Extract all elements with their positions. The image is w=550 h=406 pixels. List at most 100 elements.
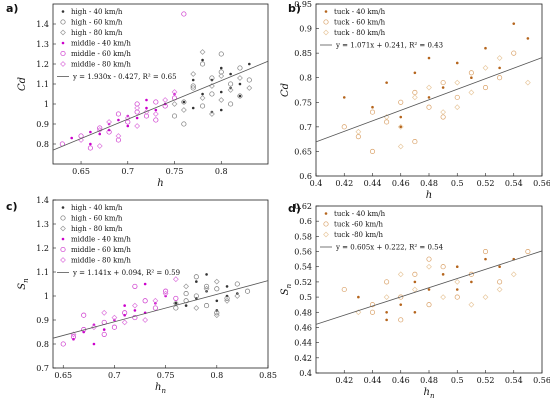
data-point xyxy=(426,256,432,262)
y-tick-label: 1 xyxy=(44,100,49,109)
y-tick-label: 0.56 xyxy=(294,248,312,257)
data-point xyxy=(398,99,404,105)
data-point xyxy=(411,94,418,101)
x-tick-label: 0.85 xyxy=(259,371,277,380)
x-tick-label: 0.48 xyxy=(420,179,438,188)
y-tick-label: 1.3 xyxy=(36,40,49,49)
data-point xyxy=(440,114,446,120)
data-point xyxy=(172,276,179,283)
legend-entry: tuck - 40 km/h xyxy=(334,8,386,16)
data-point xyxy=(455,265,459,269)
y-axis-label: Sn xyxy=(280,283,293,295)
data-point xyxy=(195,280,198,283)
data-point xyxy=(190,85,196,91)
panel-label: b) xyxy=(288,2,301,15)
legend-marker xyxy=(61,237,65,241)
data-point xyxy=(224,297,230,304)
data-point xyxy=(115,137,121,143)
data-point xyxy=(413,310,417,314)
data-point xyxy=(225,285,229,288)
data-point xyxy=(60,341,66,347)
data-point xyxy=(209,111,215,117)
legend-entry: high - 60 km/h xyxy=(71,215,123,223)
y-tick-label: 0.42 xyxy=(294,354,312,363)
legend-marker xyxy=(324,212,328,215)
data-point xyxy=(237,93,243,99)
data-point xyxy=(512,22,516,25)
data-point xyxy=(454,294,460,300)
data-point xyxy=(229,72,232,76)
data-point xyxy=(124,115,131,121)
data-point xyxy=(132,283,138,289)
x-tick-label: 0.4 xyxy=(310,179,323,188)
data-point xyxy=(234,293,241,299)
legend-marker xyxy=(61,10,65,13)
data-point xyxy=(154,108,158,112)
data-point xyxy=(496,55,503,61)
y-tick-label: 1.4 xyxy=(36,20,49,29)
x-tick-label: 0.8 xyxy=(215,167,228,176)
data-point xyxy=(426,84,432,91)
data-point xyxy=(369,302,376,308)
x-tick-label: 0.75 xyxy=(157,371,175,380)
y-tick-label: 0.65 xyxy=(294,147,312,156)
x-tick-label: 0.56 xyxy=(533,376,550,385)
panel-c: c) 0.65 0.7 0.75 0.8 0.85 0.7 0.8 0.9 1 1.1 1.2 1.3 1… xyxy=(6,196,277,395)
x-tick-label: 0.52 xyxy=(477,376,495,385)
y-tick-label: 1.3 xyxy=(36,220,49,229)
plot-frame xyxy=(52,199,269,369)
data-point xyxy=(234,281,240,287)
data-point xyxy=(115,111,121,117)
x-tick-label: 0.46 xyxy=(392,179,410,188)
data-point xyxy=(218,97,225,103)
data-point xyxy=(244,288,251,294)
fit-line xyxy=(52,60,269,151)
panel-d: d) 0.42 0.44 0.46 0.48 0.5 0.52 0.54 0.56 0.4 0.42… xyxy=(280,202,550,400)
data-point xyxy=(190,71,197,77)
data-point xyxy=(238,94,242,98)
data-point xyxy=(355,134,361,140)
fit-equation: y = 0.605x + 0.222, R² = 0.54 xyxy=(335,244,444,252)
data-point xyxy=(427,96,431,99)
data-point xyxy=(246,77,252,83)
x-tick-label: 0.44 xyxy=(364,376,382,385)
data-point xyxy=(237,65,243,71)
data-point xyxy=(153,117,159,123)
legend-marker xyxy=(323,19,329,25)
x-axis-label: h xyxy=(426,190,432,201)
data-point xyxy=(180,107,187,113)
legend-entry: tuck - 60 km/h xyxy=(334,19,386,27)
data-point xyxy=(200,61,206,67)
x-tick-label: 0.5 xyxy=(451,376,464,385)
y-tick-label: 0.8 xyxy=(299,74,312,83)
data-point xyxy=(98,132,102,136)
data-point xyxy=(341,124,347,130)
data-point xyxy=(134,101,140,107)
data-point xyxy=(215,299,219,303)
legend-entry: tuck - 80 km/h xyxy=(334,29,386,37)
legend-marker xyxy=(323,29,329,36)
panel-label: d) xyxy=(288,202,301,215)
data-point xyxy=(454,79,461,86)
fit-line xyxy=(315,250,543,325)
data-point xyxy=(218,69,224,75)
data-point xyxy=(122,310,128,316)
data-point xyxy=(214,286,220,292)
data-point xyxy=(413,280,417,284)
y-tick-label: 0.62 xyxy=(294,202,312,211)
data-point xyxy=(510,271,517,278)
data-point xyxy=(384,279,390,285)
data-point xyxy=(115,133,122,139)
data-point xyxy=(341,286,347,293)
data-point xyxy=(427,56,431,60)
data-point xyxy=(248,62,251,66)
data-point xyxy=(92,342,96,346)
data-point xyxy=(132,302,138,309)
data-point xyxy=(412,139,418,145)
legend-marker xyxy=(60,61,66,67)
legend-entry: middle - 60 km/h xyxy=(71,246,131,254)
y-tick-label: 1.4 xyxy=(36,196,49,205)
x-tick-label: 0.46 xyxy=(392,376,410,385)
data-point xyxy=(228,101,234,107)
data-point xyxy=(440,109,447,116)
